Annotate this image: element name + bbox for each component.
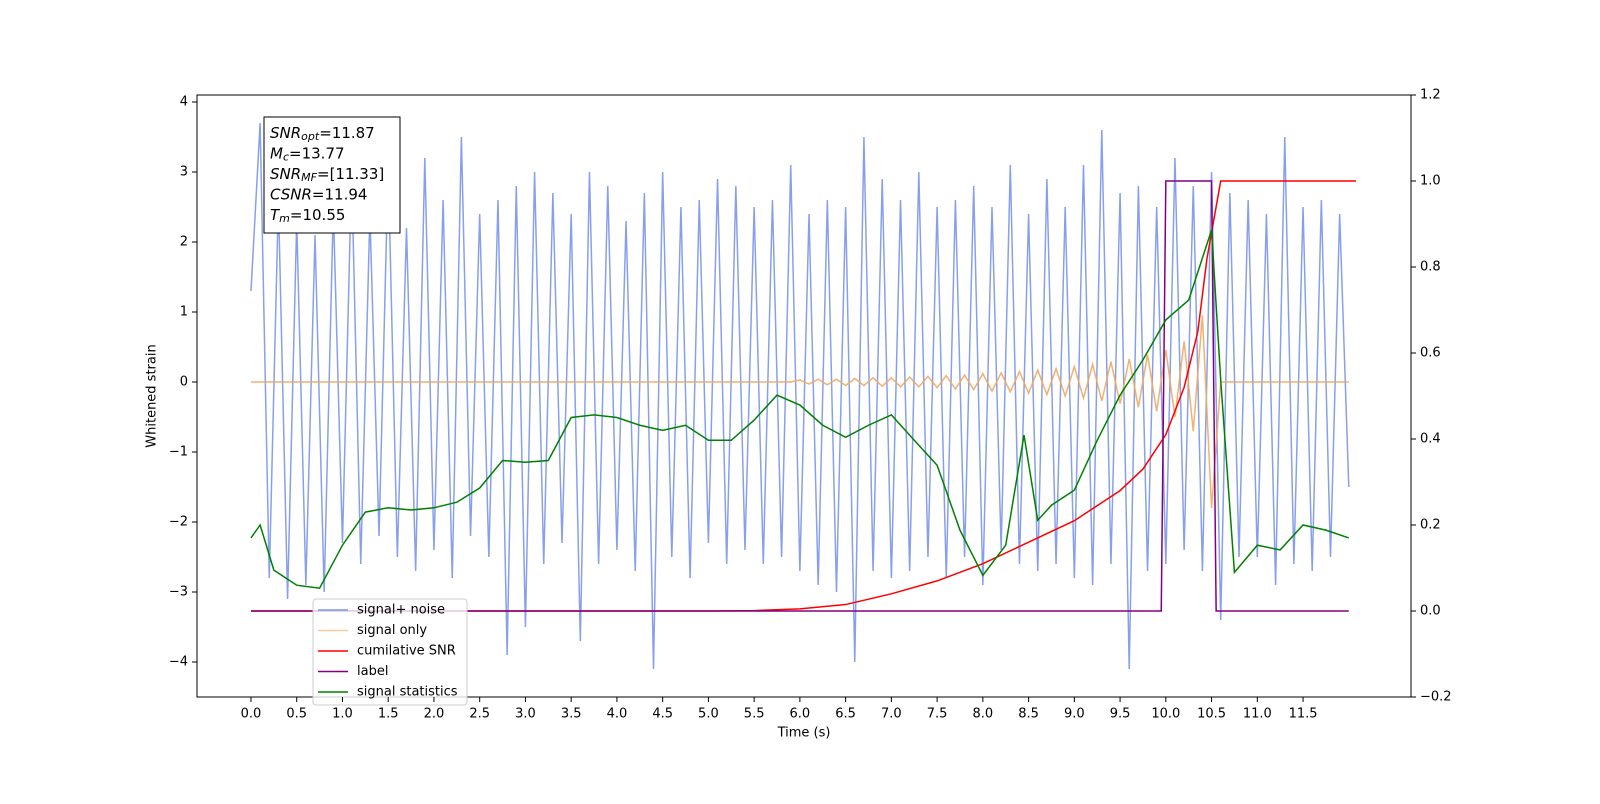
x-tick-label: 11.0	[1243, 707, 1272, 722]
series-line	[250, 122, 1350, 670]
annotation-line: SNRMF=[11.33]	[270, 165, 384, 185]
annotation-line: CSNR=11.94	[270, 185, 367, 203]
x-tick-label: 11.5	[1289, 707, 1318, 722]
x-axis-label: Time (s)	[777, 726, 831, 741]
annotation-main: T	[270, 206, 281, 224]
annotation-rest: =11.94	[312, 185, 368, 203]
y-tick-label: −2	[169, 515, 188, 530]
x-tick-label: 1.0	[332, 707, 353, 722]
x-tick-label: 3.0	[515, 707, 536, 722]
y2-tick-label: 1.0	[1420, 174, 1441, 189]
x-tick-label: 8.5	[1018, 707, 1039, 722]
legend-box	[312, 598, 468, 706]
plot-area	[250, 122, 1357, 670]
y-tick-label: 0	[180, 375, 188, 390]
annotation-rest: =13.77	[289, 144, 345, 162]
annotation-main: SNR	[270, 124, 301, 142]
series-line	[250, 229, 1350, 590]
x-tick-label: 4.0	[607, 707, 628, 722]
annotation-line: SNRopt=11.87	[270, 124, 375, 144]
annotation-sub: MF	[301, 171, 317, 184]
annotation-sub: opt	[301, 130, 320, 143]
annotation-line: Tm=10.55	[270, 206, 345, 226]
x-tick-label: 3.5	[561, 707, 582, 722]
x-tick-label: 10.0	[1151, 707, 1180, 722]
x-tick-label: 5.0	[698, 707, 719, 722]
annotation-sub: m	[279, 212, 290, 225]
series-line	[250, 315, 1349, 509]
legend-label: label	[357, 664, 388, 679]
x-tick-label: 9.5	[1110, 707, 1131, 722]
y2-tick-label: −0.2	[1420, 690, 1452, 705]
legend: signal+ noise signal only cumilative SNR la…	[312, 598, 468, 706]
annotation-rest: =[11.33]	[317, 165, 384, 183]
x-tick-label: 2.5	[469, 707, 490, 722]
x-tick-label: 0.0	[241, 707, 262, 722]
y-tick-label: 2	[180, 235, 188, 250]
series-line	[250, 180, 1349, 612]
x-tick-label: 9.0	[1064, 707, 1085, 722]
axes-frame	[196, 94, 1412, 698]
y-tick-label: −3	[169, 585, 188, 600]
annotation-main: SNR	[270, 165, 301, 183]
x-tick-label: 6.5	[835, 707, 856, 722]
y-tick-label: −4	[169, 655, 188, 670]
series-line	[250, 180, 1357, 612]
x-tick-label: 7.0	[881, 707, 902, 722]
annotation-line: Mc=13.77	[270, 144, 345, 164]
annotation-rest: =11.87	[319, 124, 375, 142]
x-tick-label: 5.5	[744, 707, 765, 722]
annotation-rest: =10.55	[290, 206, 346, 224]
y2-tick-label: 0.2	[1420, 518, 1441, 533]
y-axis-label: Whitened strain	[145, 344, 160, 447]
annotation-main: M	[270, 144, 283, 162]
annotation-sub: c	[283, 151, 289, 164]
x-tick-label: 8.0	[973, 707, 994, 722]
annotation: SNRopt=11.87Mc=13.77SNRMF=[11.33]CSNR=11…	[270, 124, 384, 226]
legend-label: signal+ noise	[357, 603, 445, 618]
x-tick-label: 4.5	[652, 707, 673, 722]
x-tick-label: 10.5	[1197, 707, 1226, 722]
x-tick-label: 2.0	[424, 707, 445, 722]
annotation-box	[263, 116, 401, 234]
x-tick-label: 1.5	[378, 707, 399, 722]
y2-tick-label: 0.8	[1420, 260, 1441, 275]
x-tick-label: 6.0	[790, 707, 811, 722]
y2-tick-label: 1.2	[1420, 88, 1441, 103]
x-tick-label: 0.5	[286, 707, 307, 722]
y-tick-label: 3	[180, 165, 188, 180]
y-tick-label: −1	[169, 445, 188, 460]
y2-tick-label: 0.4	[1420, 432, 1441, 447]
y-tick-label: 4	[180, 95, 188, 110]
y-tick-label: 1	[180, 305, 188, 320]
legend-label: signal statistics	[357, 685, 458, 700]
y2-tick-label: 0.0	[1420, 604, 1441, 619]
y2-tick-label: 0.6	[1420, 346, 1441, 361]
x-tick-label: 7.5	[927, 707, 948, 722]
legend-label: cumilative SNR	[357, 644, 456, 659]
legend-label: signal only	[357, 623, 427, 638]
annotation-main: CSNR	[270, 185, 312, 203]
